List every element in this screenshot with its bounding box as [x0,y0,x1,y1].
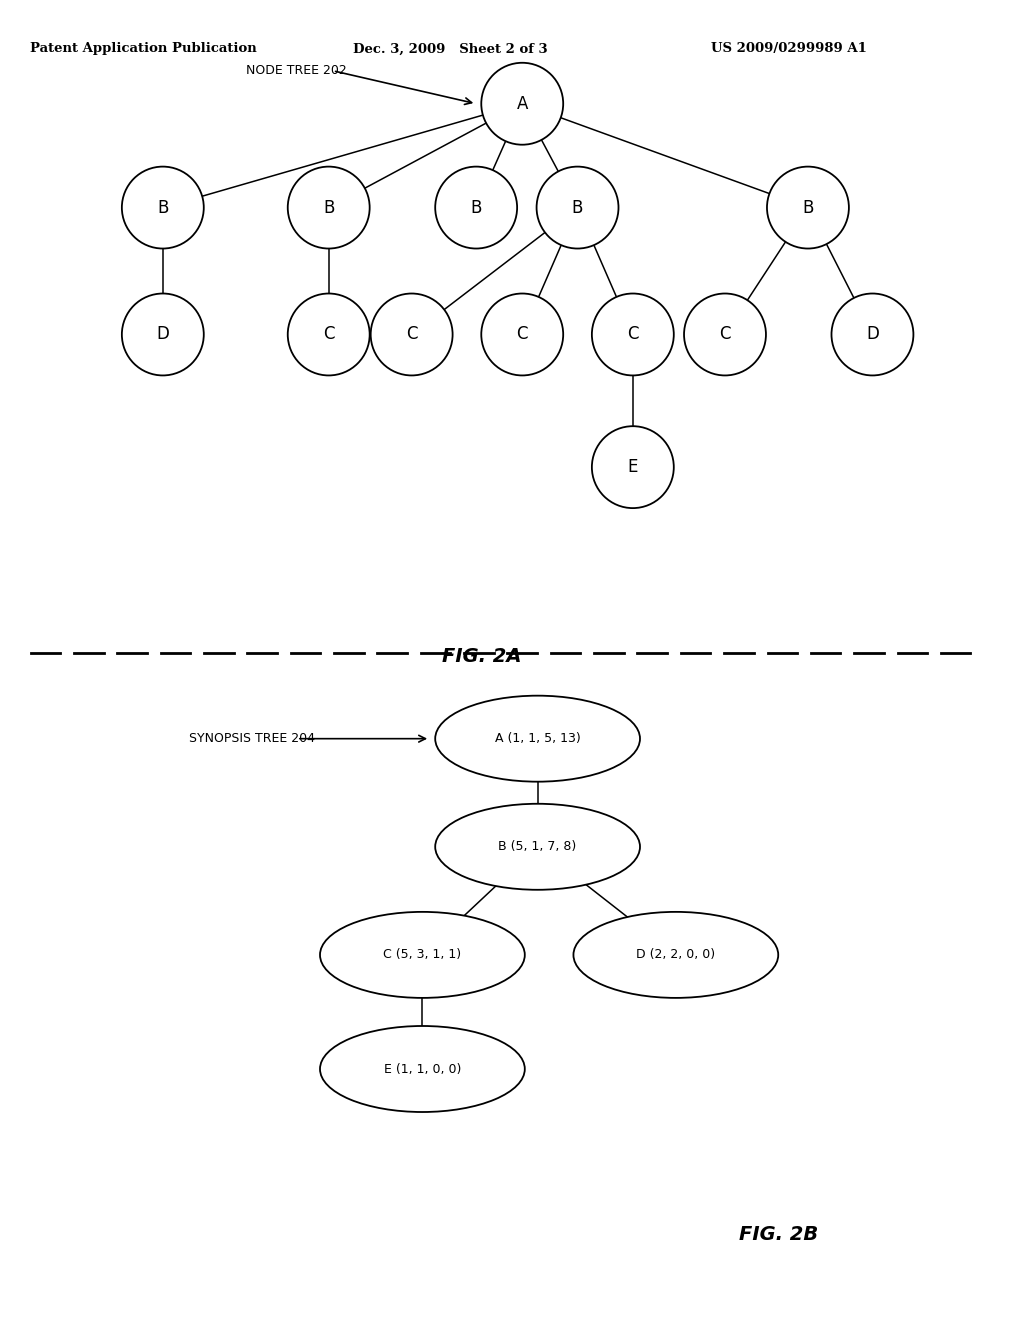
Ellipse shape [435,804,640,890]
Ellipse shape [767,166,849,248]
Text: B: B [323,198,335,216]
Text: US 2009/0299989 A1: US 2009/0299989 A1 [711,42,866,55]
Ellipse shape [319,912,524,998]
Ellipse shape [371,293,453,375]
Ellipse shape [122,293,204,375]
Ellipse shape [435,696,640,781]
Text: Patent Application Publication: Patent Application Publication [30,42,257,55]
Ellipse shape [288,166,370,248]
Text: D: D [866,326,879,343]
Ellipse shape [537,166,618,248]
Ellipse shape [592,426,674,508]
Text: B (5, 1, 7, 8): B (5, 1, 7, 8) [499,841,577,853]
Ellipse shape [288,293,370,375]
Text: C: C [627,326,639,343]
Ellipse shape [481,63,563,145]
Text: B: B [802,198,814,216]
Text: FIG. 2A: FIG. 2A [441,647,521,665]
Ellipse shape [435,166,517,248]
Ellipse shape [573,912,778,998]
Ellipse shape [684,293,766,375]
Text: B: B [157,198,169,216]
Ellipse shape [481,293,563,375]
Text: C: C [406,326,418,343]
Text: E (1, 1, 0, 0): E (1, 1, 0, 0) [384,1063,461,1076]
Text: D: D [157,326,169,343]
Text: NODE TREE 202: NODE TREE 202 [246,65,346,78]
Text: E: E [628,458,638,477]
Text: C (5, 3, 1, 1): C (5, 3, 1, 1) [383,948,462,961]
Ellipse shape [592,293,674,375]
Ellipse shape [831,293,913,375]
Ellipse shape [122,166,204,248]
Text: SYNOPSIS TREE 204: SYNOPSIS TREE 204 [189,733,315,746]
Text: D (2, 2, 0, 0): D (2, 2, 0, 0) [636,948,716,961]
Text: C: C [323,326,335,343]
Text: C: C [719,326,731,343]
Text: A (1, 1, 5, 13): A (1, 1, 5, 13) [495,733,581,746]
Text: A: A [516,95,528,112]
Text: B: B [571,198,584,216]
Text: Dec. 3, 2009   Sheet 2 of 3: Dec. 3, 2009 Sheet 2 of 3 [353,42,548,55]
Text: C: C [516,326,528,343]
Ellipse shape [319,1026,524,1111]
Text: B: B [470,198,482,216]
Text: FIG. 2B: FIG. 2B [738,1225,818,1243]
